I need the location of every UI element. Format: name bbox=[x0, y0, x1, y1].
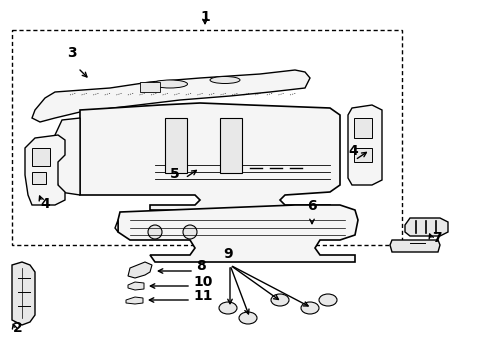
Bar bbox=[12, 30, 402, 245]
Text: 11: 11 bbox=[193, 289, 213, 303]
Text: 1: 1 bbox=[200, 10, 210, 24]
Polygon shape bbox=[115, 220, 118, 232]
Text: 4: 4 bbox=[348, 144, 358, 158]
Bar bbox=[354, 118, 372, 138]
Text: 10: 10 bbox=[193, 275, 212, 289]
Ellipse shape bbox=[239, 312, 257, 324]
Text: 3: 3 bbox=[67, 46, 77, 60]
Polygon shape bbox=[348, 105, 382, 185]
Text: 7: 7 bbox=[432, 231, 441, 245]
Polygon shape bbox=[118, 205, 358, 262]
Text: 5: 5 bbox=[170, 167, 180, 181]
Text: 6: 6 bbox=[307, 199, 317, 213]
Ellipse shape bbox=[152, 80, 188, 88]
Polygon shape bbox=[55, 118, 80, 195]
Text: 9: 9 bbox=[223, 247, 233, 261]
Circle shape bbox=[148, 225, 162, 239]
Ellipse shape bbox=[210, 77, 240, 84]
Text: 8: 8 bbox=[196, 259, 206, 273]
Polygon shape bbox=[32, 70, 310, 122]
Polygon shape bbox=[12, 262, 35, 325]
Ellipse shape bbox=[301, 302, 319, 314]
Ellipse shape bbox=[271, 294, 289, 306]
Circle shape bbox=[183, 225, 197, 239]
Bar bbox=[220, 118, 242, 173]
Text: 2: 2 bbox=[13, 321, 23, 335]
Ellipse shape bbox=[219, 302, 237, 314]
Polygon shape bbox=[126, 297, 143, 304]
Polygon shape bbox=[80, 103, 340, 212]
Text: 4: 4 bbox=[40, 197, 50, 211]
Ellipse shape bbox=[319, 294, 337, 306]
Bar bbox=[165, 118, 187, 173]
Bar bbox=[32, 148, 50, 166]
Polygon shape bbox=[405, 218, 448, 236]
Bar bbox=[140, 82, 160, 92]
Polygon shape bbox=[25, 135, 65, 205]
Polygon shape bbox=[390, 240, 440, 252]
Bar bbox=[32, 172, 46, 184]
Polygon shape bbox=[128, 282, 144, 290]
Bar bbox=[354, 148, 372, 162]
Polygon shape bbox=[128, 262, 152, 278]
